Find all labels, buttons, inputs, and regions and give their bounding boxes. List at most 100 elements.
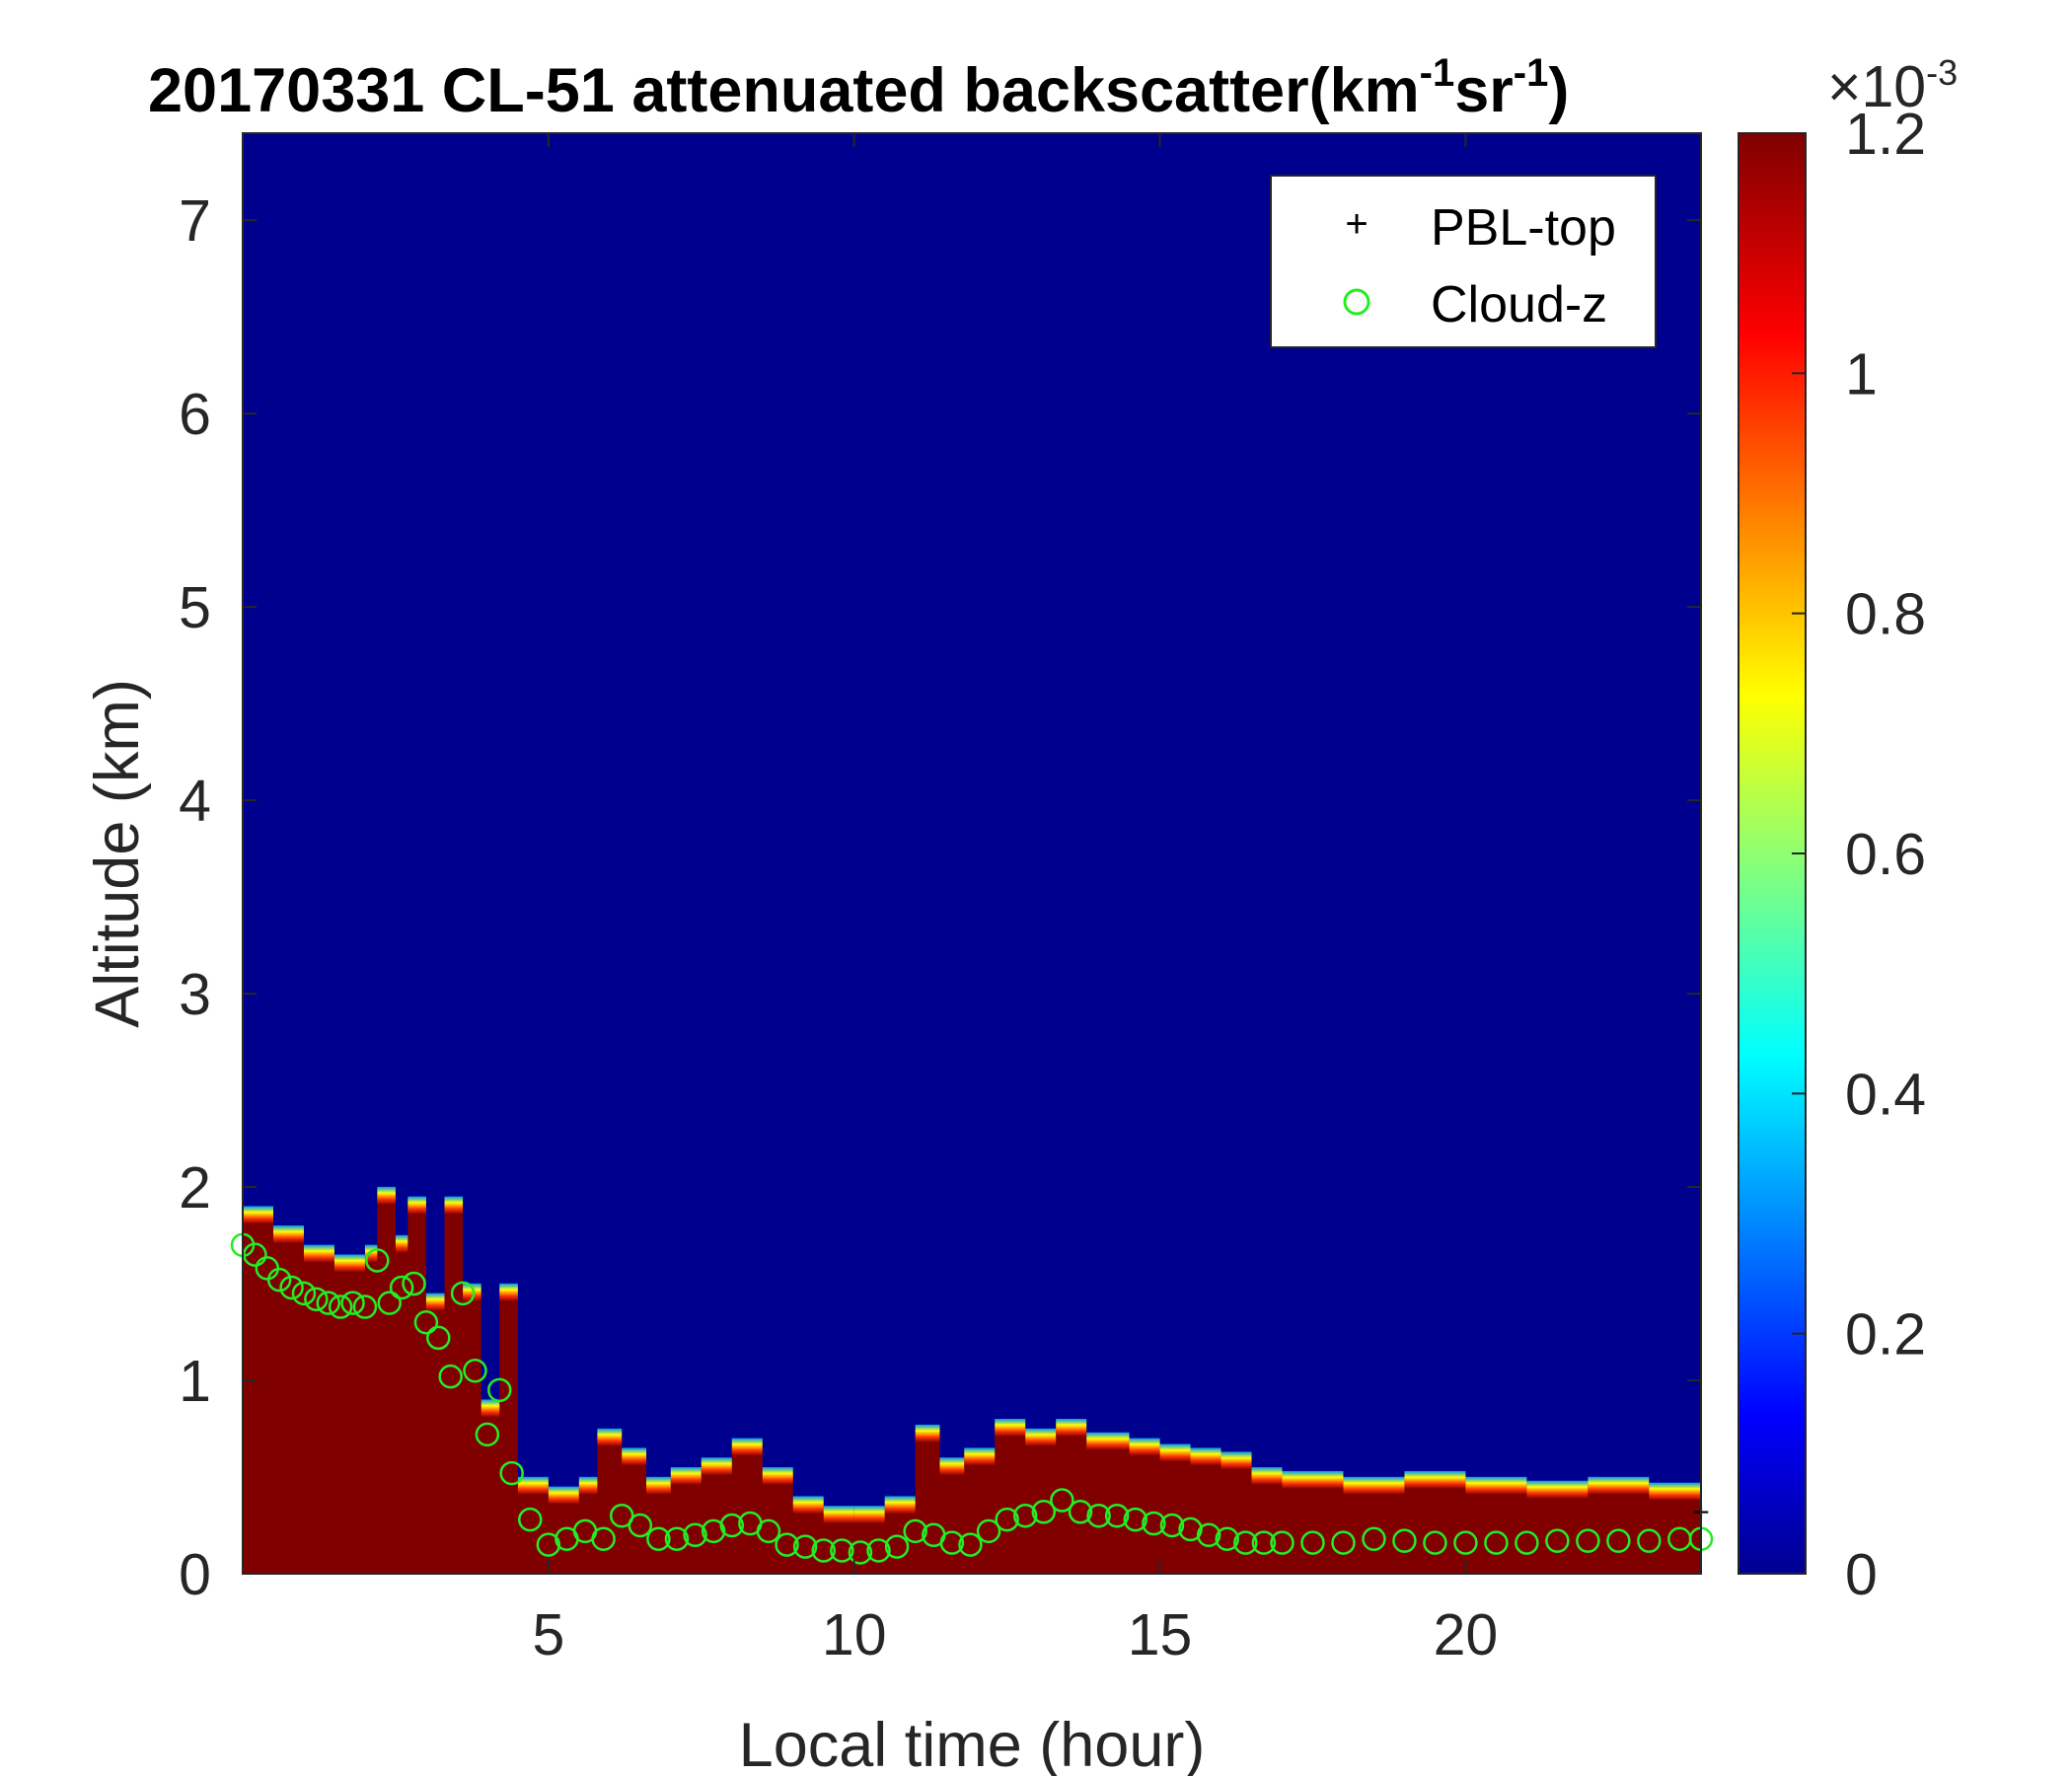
cloud-z-point: [1331, 1530, 1356, 1555]
cloud-z-point: [291, 1281, 317, 1306]
cloud-z-point: [365, 1248, 390, 1273]
cloud-z-point: [775, 1532, 799, 1557]
chart-title: 20170331 CL-51 attenuated backscatter(km…: [148, 51, 1569, 125]
colorbar-tick-label: 1: [1845, 341, 1878, 407]
cloud-z-point: [450, 1281, 476, 1306]
y-tick-label: 7: [179, 188, 211, 254]
layer-top-edge: [303, 1244, 334, 1263]
layer-top-edge: [463, 1283, 481, 1301]
colorbar-multiplier: ×10-3: [1827, 52, 1958, 119]
cloud-z-point: [628, 1513, 653, 1538]
cloud-z-point: [995, 1507, 1019, 1532]
pbl-legend-label: PBL-top: [1431, 199, 1616, 257]
cloud-z-point: [279, 1275, 304, 1300]
cloud-z-point: [1104, 1503, 1130, 1528]
y-tick-label: 3: [179, 962, 211, 1027]
saturated-layer: [243, 1196, 1701, 1574]
cloud-z-point: [487, 1377, 512, 1403]
layer-top-edge: [425, 1293, 445, 1311]
layer-top-edge: [333, 1254, 365, 1273]
layer-top-edge: [1465, 1476, 1527, 1495]
cloud-z-point: [811, 1538, 836, 1563]
cloud-z-point: [866, 1538, 891, 1563]
cloud-z-point: [884, 1534, 910, 1559]
layer-top-edge: [762, 1467, 793, 1486]
cloud-z-point: [1484, 1530, 1509, 1555]
colorbar-tick-label: 0.2: [1845, 1302, 1926, 1368]
y-axis: 0 1 2 3 4 5 6 7: [179, 188, 1701, 1607]
layer-top-edge: [243, 1206, 273, 1224]
colorbar-tick-label: 0.8: [1845, 582, 1926, 647]
cloud-z-point: [266, 1267, 292, 1293]
cloud-z-point: [1637, 1528, 1662, 1553]
y-tick-label: 4: [179, 769, 211, 834]
cloud-z-point: [1362, 1526, 1386, 1551]
cloud-z-point: [1270, 1530, 1295, 1555]
cloud-z-point: [903, 1518, 927, 1544]
layer-top-edge: [377, 1186, 396, 1205]
cloud-z-point: [1178, 1517, 1203, 1542]
cloud-z-point: [976, 1518, 1001, 1544]
layer-top-edge: [646, 1476, 671, 1495]
cloud-z-point: [499, 1460, 524, 1486]
cloud-z-point: [402, 1271, 426, 1296]
cloud-z-point: [316, 1291, 341, 1315]
layer-top-edge: [1025, 1428, 1057, 1446]
cloud-z-point: [1453, 1530, 1478, 1555]
layer-top-edge: [1649, 1482, 1701, 1501]
layer-top-edge: [517, 1476, 549, 1495]
y-tick-label: 2: [179, 1155, 211, 1221]
cloud-z-point: [1086, 1503, 1111, 1528]
cloud-z-point: [1123, 1507, 1148, 1532]
plot-frame: [242, 132, 1702, 1575]
layer-top-edge: [731, 1438, 763, 1456]
cloud-z-point: [1050, 1488, 1074, 1513]
cloud-z-point: [1012, 1503, 1038, 1528]
layer-top-edge: [407, 1196, 426, 1215]
colorbar-ticks: 0 0.2 0.4 0.6 0.8 1 1.2: [1792, 102, 1926, 1607]
layer-top-edge: [823, 1506, 854, 1524]
cloud-z-point: [591, 1526, 616, 1551]
layer-top-edge: [578, 1476, 598, 1495]
cloud-z-point: [243, 1242, 267, 1267]
layer-top-edge: [548, 1486, 579, 1505]
cloud-z-point: [518, 1507, 543, 1532]
layer-top-edge: [444, 1196, 464, 1215]
layer-top-edge: [481, 1399, 500, 1418]
layer-top-edge: [597, 1428, 623, 1446]
layer-top-edge: [792, 1496, 824, 1515]
cloud-z-point: [664, 1526, 690, 1551]
cloud-z-point: [1142, 1511, 1166, 1536]
cloud-z-point: [304, 1287, 329, 1311]
cloud-z-point: [1606, 1528, 1631, 1553]
cloud-z-point: [958, 1532, 983, 1557]
cloud-z-point: [463, 1358, 487, 1383]
layer-top-edge: [1343, 1476, 1405, 1495]
colorbar-tick-label: 0: [1845, 1542, 1878, 1607]
legend-box: [1270, 175, 1657, 348]
heatmap-background: [243, 133, 1701, 1574]
y-tick-label: 5: [179, 575, 211, 640]
x-tick-label: 20: [1434, 1602, 1499, 1667]
layer-top-edge: [499, 1283, 518, 1301]
cloud-z-point: [1576, 1528, 1600, 1553]
colorbar-tick-label: 1.2: [1845, 102, 1926, 167]
cloud-z-point: [1031, 1500, 1057, 1524]
plot-area: +: [230, 132, 1714, 1575]
cloud-z-point: [1515, 1530, 1539, 1555]
x-axis-label: Local time (hour): [739, 1711, 1206, 1776]
cloud-z-point: [1196, 1522, 1221, 1548]
cloud-z-point: [1233, 1530, 1258, 1555]
cloud-z-point: [426, 1325, 451, 1351]
cloud-z-point: [475, 1422, 500, 1447]
layer-top-edge: [915, 1424, 940, 1443]
cloud-z-point: [830, 1538, 854, 1563]
layer-top-edge: [670, 1467, 702, 1486]
y-axis-label: Altitude (km): [83, 679, 152, 1028]
cloud-z-point: [377, 1291, 402, 1315]
layer-top-edge: [1588, 1476, 1650, 1495]
layer-top-edge: [1221, 1451, 1252, 1470]
x-tick-label: 5: [532, 1602, 564, 1667]
cloud-z-point: [848, 1540, 873, 1565]
cloud-z-point: [340, 1291, 365, 1315]
